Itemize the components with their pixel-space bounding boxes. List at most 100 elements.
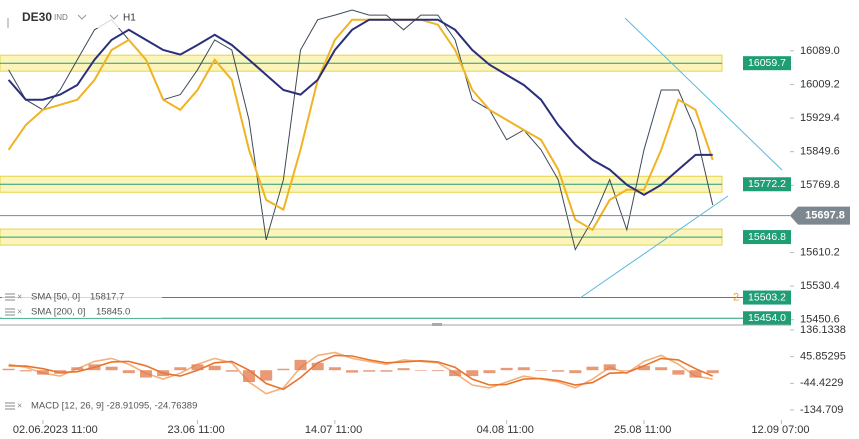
legend-name: SMA [200, 0]	[31, 307, 85, 318]
legend-icon	[5, 402, 15, 410]
histogram-bar	[638, 365, 651, 371]
histogram-bar	[449, 370, 462, 377]
sma-line	[7, 18, 713, 197]
histogram-bar	[19, 370, 32, 372]
histogram-bar	[414, 370, 427, 371]
y-tick-label: 15929.4	[800, 112, 840, 124]
y-tick-label: 16009.2	[800, 78, 840, 90]
histogram-bar	[36, 370, 49, 375]
legend-close: ×	[17, 291, 22, 301]
histogram-bar	[586, 366, 599, 371]
plot-area: 16089.0 16009.2 15929.4 15849.6 15769.8 15610…	[0, 9, 850, 436]
price-line	[8, 9, 714, 251]
histogram-bar	[517, 367, 530, 371]
histogram-bar	[294, 359, 307, 371]
level-label: 15454.0	[748, 312, 786, 324]
legend-name: SMA [50, 0]	[31, 292, 80, 303]
histogram-bar	[157, 370, 170, 377]
histogram-bar	[122, 370, 135, 374]
x-tick-label: 25.08 11:00	[614, 424, 671, 436]
histogram-bar	[225, 370, 238, 372]
histogram-bar	[346, 370, 359, 373]
histogram-bar	[569, 370, 582, 374]
y-tick-label: 15450.6	[800, 314, 840, 326]
histogram-bar	[174, 367, 187, 371]
macd-legend: MACD [12, 26, 9] -28.91095, -24.76389	[31, 401, 197, 412]
x-tick-label: 23.06 11:00	[168, 424, 225, 436]
histogram-bar	[363, 370, 376, 372]
panel-handle[interactable]	[432, 323, 442, 326]
y-tick-label: 15769.8	[800, 179, 840, 191]
dropdown-icon[interactable]	[77, 14, 87, 20]
y-tick-label: 16089.0	[800, 45, 840, 57]
level-label-box	[743, 311, 791, 326]
histogram-bar	[552, 370, 565, 372]
y-tick-label: 45.85295	[800, 351, 846, 363]
market: IND	[54, 13, 68, 22]
legend-close: ×	[17, 306, 22, 316]
histogram-bar	[54, 370, 67, 374]
header-bg	[0, 6, 150, 28]
histogram-bar	[208, 365, 221, 371]
histogram-bar	[328, 367, 341, 371]
level-label: 15646.8	[748, 231, 786, 243]
histogram-bar	[2, 368, 15, 371]
histogram-bar	[483, 370, 496, 374]
y-tick-label: -134.709	[800, 404, 843, 416]
timeframe[interactable]: H1	[123, 13, 136, 24]
histogram-bar	[139, 370, 152, 378]
legend-value: 15845.0	[96, 307, 130, 318]
histogram-bar	[260, 370, 273, 381]
histogram-bar	[620, 370, 633, 371]
histogram-bar	[534, 370, 547, 371]
y-tick-label: 15849.6	[800, 146, 840, 158]
y-tick-label: 136.1338	[800, 324, 846, 336]
histogram-bar	[500, 367, 513, 371]
histogram-bar	[397, 368, 410, 371]
macd-line	[8, 351, 713, 395]
y-tick-label: 15610.2	[800, 246, 840, 258]
histogram-bar	[603, 364, 616, 371]
x-tick-label: 12.09 07:00	[751, 424, 809, 436]
histogram-bar	[655, 367, 668, 371]
histogram-bar	[380, 370, 393, 372]
y-tick-label: -44.4229	[800, 377, 843, 389]
histogram-bar	[672, 370, 685, 375]
level-label-box	[743, 230, 791, 245]
histogram-bar	[191, 364, 204, 371]
trend-line	[624, 17, 783, 171]
dropdown-icon[interactable]	[109, 14, 119, 20]
histogram-bar	[466, 370, 479, 377]
last-price-label: 15697.8	[805, 209, 845, 221]
level-label: 15772.2	[748, 178, 786, 190]
symbol[interactable]: DE30	[22, 10, 52, 24]
histogram-bar	[105, 366, 118, 371]
level-label-box	[743, 56, 791, 71]
histogram-bar	[706, 370, 719, 374]
legend-value: 15817.7	[90, 292, 124, 303]
histogram-bar	[277, 368, 290, 371]
legend-icon	[5, 308, 15, 316]
histogram-bar	[88, 364, 101, 371]
legend-close: ×	[17, 400, 22, 410]
legend-bg	[2, 306, 162, 318]
x-tick-label: 14.07 11:00	[305, 424, 362, 436]
histogram-bar	[311, 362, 324, 371]
trend-line	[579, 195, 729, 299]
sma-line	[7, 18, 714, 232]
histogram-bar	[243, 370, 256, 383]
y-tick-label: 15530.4	[800, 280, 840, 292]
level-label: 15503.2	[748, 291, 786, 303]
histogram-bar	[431, 370, 444, 372]
annotation: 2	[733, 291, 739, 303]
histogram-bar	[689, 370, 702, 378]
histogram-bar	[71, 367, 84, 371]
legend-bg	[2, 291, 162, 303]
level-label-box	[743, 290, 791, 305]
level-label-box	[743, 177, 791, 192]
macd-line	[8, 354, 714, 391]
legend-icon	[5, 293, 15, 301]
x-tick-label: 04.08 11:00	[477, 424, 534, 436]
level-label: 16059.7	[748, 57, 786, 69]
